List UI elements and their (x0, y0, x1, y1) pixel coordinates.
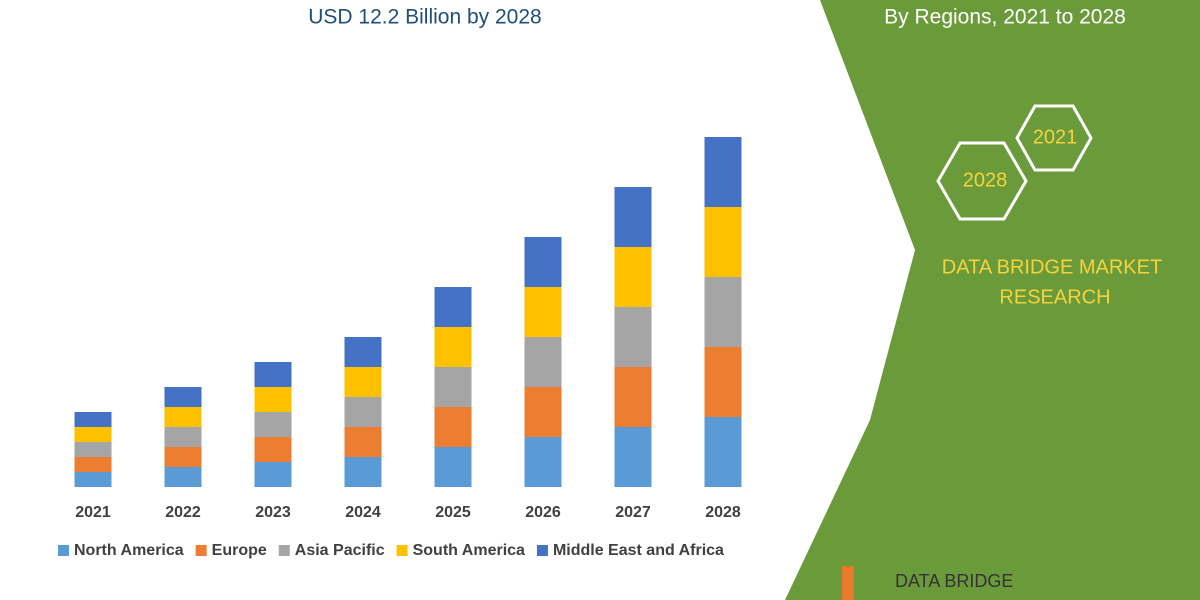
bar-segment (524, 437, 562, 487)
bar-segment (614, 307, 652, 367)
bar-segment (434, 287, 472, 327)
bar-segment (704, 207, 742, 277)
legend-swatch (195, 545, 207, 556)
bar-segment (704, 417, 742, 487)
bar-segment (344, 427, 382, 457)
bar-segment (344, 397, 382, 427)
bar-segment (164, 407, 202, 427)
logo-mark (842, 566, 854, 600)
hex-label: 2028 (963, 169, 1008, 191)
x-tick-label: 2023 (255, 504, 291, 521)
bar-segment (524, 287, 562, 337)
hex-label: 2021 (1033, 126, 1078, 148)
legend-label: South America (413, 542, 525, 559)
bar-segment (164, 387, 202, 407)
x-tick-label: 2026 (525, 504, 561, 521)
bar-segment (614, 247, 652, 307)
bar-segment (74, 427, 112, 442)
brand-text: RESEARCH (999, 286, 1110, 308)
legend-label: North America (74, 542, 184, 559)
hexagon (936, 141, 1028, 221)
x-tick-label: 2024 (345, 504, 381, 521)
bar-segment (704, 137, 742, 207)
bar-segment (164, 467, 202, 487)
x-tick-label: 2022 (165, 504, 201, 521)
x-tick-label: 2028 (705, 504, 741, 521)
legend-label: Asia Pacific (295, 542, 385, 559)
bar-segment (704, 277, 742, 347)
bar-segment (614, 367, 652, 427)
x-tick-label: 2025 (435, 504, 471, 521)
x-tick-label: 2021 (75, 504, 111, 521)
bar-segment (74, 457, 112, 472)
bar-segment (434, 407, 472, 447)
bar-segment (74, 442, 112, 457)
bar-segment (164, 447, 202, 467)
bar-segment (74, 412, 112, 427)
bar-segment (524, 237, 562, 287)
legend-label: Middle East and Africa (553, 542, 724, 559)
bar-segment (344, 337, 382, 367)
legend-swatch (278, 545, 290, 556)
brand-text: DATA BRIDGE MARKET (942, 256, 1162, 278)
bar-segment (254, 437, 292, 462)
bar-segment (254, 387, 292, 412)
bar-segment (434, 367, 472, 407)
bar-segment (704, 347, 742, 417)
bar-segment (524, 337, 562, 387)
bar-segment (164, 427, 202, 447)
subtitle: By Regions, 2021 to 2028 (884, 6, 1126, 29)
bar-segment (254, 412, 292, 437)
legend-swatch (536, 545, 548, 556)
legend-swatch (58, 545, 69, 556)
bar-segment (434, 327, 472, 367)
chart-title: USD 12.2 Billion by 2028 (308, 6, 541, 29)
bar-segment (344, 457, 382, 487)
hexagon (1015, 104, 1093, 172)
bar-segment (614, 187, 652, 247)
x-tick-label: 2027 (615, 504, 651, 521)
legend-label: Europe (212, 542, 267, 559)
bar-segment (614, 427, 652, 487)
bar-segment (524, 387, 562, 437)
bar-segment (254, 362, 292, 387)
bar-segment (74, 472, 112, 487)
bar-segment (254, 462, 292, 487)
logo-text: DATA BRIDGE (895, 571, 1013, 591)
bar-segment (344, 367, 382, 397)
bar-segment (434, 447, 472, 487)
legend-swatch (396, 545, 408, 556)
green-panel (785, 0, 1200, 600)
